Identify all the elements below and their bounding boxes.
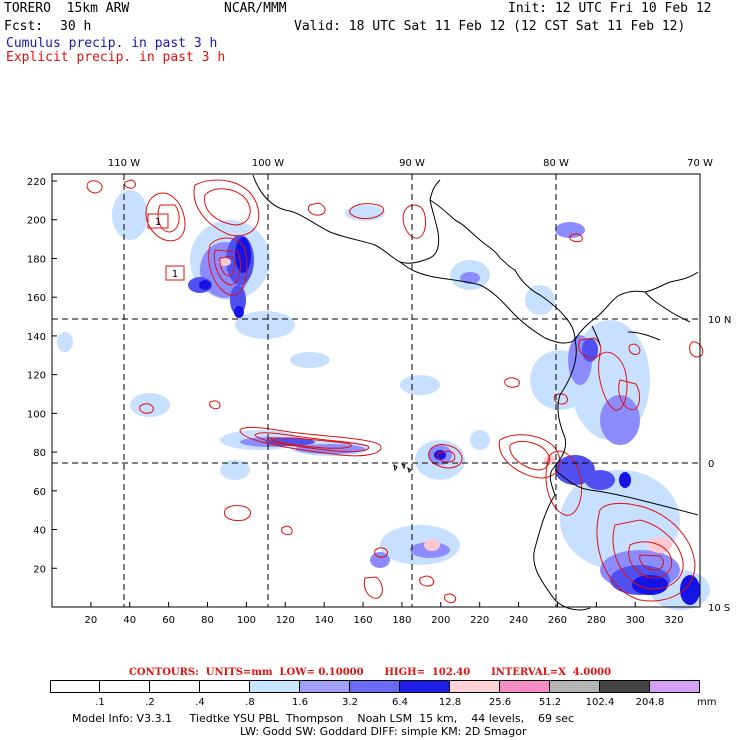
x-tick-label: 80 — [201, 615, 214, 626]
cumulus-precip-field — [57, 190, 710, 610]
colorbar-label: .1 — [95, 697, 105, 708]
model-info-line: Model Info: V3.3.1 Tiedtke YSU PBL Thomp… — [72, 712, 575, 725]
colorbar-label: 51.2 — [538, 697, 562, 708]
cumulus-precip-line: Cumulus precip. in past 3 h — [6, 36, 218, 51]
x-tick-label: 40 — [123, 615, 136, 626]
y-tick-label: 100 — [27, 409, 46, 420]
forecast-label: Fcst: — [4, 19, 44, 34]
lat-label: 10 N — [708, 315, 731, 326]
x-tick-label: 240 — [509, 615, 528, 626]
lon-label: 100 W — [252, 158, 284, 169]
x-tick-label: 140 — [315, 615, 334, 626]
colorbar-cell — [50, 680, 100, 693]
colorbar-cell — [550, 680, 600, 693]
x-tick-label: 280 — [587, 615, 606, 626]
x-tick-label: 180 — [392, 615, 411, 626]
colorbar-cell — [350, 680, 400, 693]
x-tick-label: 320 — [665, 615, 684, 626]
y-tick-label: 60 — [33, 487, 46, 498]
colorbar-cell — [100, 680, 150, 693]
explicit-precip-line: Explicit precip. in past 3 h — [6, 50, 226, 65]
colorbar-label: 6.4 — [392, 697, 408, 708]
x-tick-label: 100 — [237, 615, 256, 626]
x-tick-label: 60 — [162, 615, 175, 626]
map-frame — [51, 173, 701, 608]
colorbar-cell — [450, 680, 500, 693]
y-grid-ticks: 220 200 180 160 140 120 100 80 60 40 20 — [27, 177, 57, 575]
x-tick-label: 20 — [85, 615, 98, 626]
lon-label: 90 W — [399, 158, 425, 169]
lon-label: 110 W — [108, 158, 140, 169]
colorbar-label: 25.6 — [488, 697, 512, 708]
lon-label: 70 W — [687, 158, 713, 169]
colorbar-cell — [500, 680, 550, 693]
x-tick-label: 300 — [626, 615, 645, 626]
station-boxes — [147, 213, 185, 281]
colorbar-label: 3.2 — [342, 697, 358, 708]
physics-info-line: LW: Godd SW: Goddard DIFF: simple KM: 2D… — [240, 725, 527, 738]
colorbar-label: .4 — [195, 697, 205, 708]
colorbar-cell — [650, 680, 700, 693]
y-tick-label: 200 — [27, 216, 46, 227]
box-label-2: 1 — [172, 269, 178, 280]
contours-info: CONTOURS: UNITS=mm LOW= 0.10000 HIGH= 10… — [128, 667, 612, 678]
colorbar-cell — [250, 680, 300, 693]
colorbar-unit: mm — [697, 697, 717, 708]
colorbar-label: 12.8 — [438, 697, 462, 708]
colorbar-cell — [150, 680, 200, 693]
explicit-precip-contours — [86, 179, 704, 603]
y-tick-label: 220 — [27, 177, 46, 188]
valid-time: Valid: 18 UTC Sat 11 Feb 12 (12 CST Sat … — [294, 19, 686, 34]
x-tick-label: 160 — [353, 615, 372, 626]
colorbar-label: .2 — [145, 697, 155, 708]
x-tick-label: 220 — [470, 615, 489, 626]
y-tick-label: 140 — [27, 332, 46, 343]
lat-label: 0 — [708, 459, 714, 470]
init-time: Init: 12 UTC Fri 10 Feb 12 — [508, 1, 712, 16]
y-tick-label: 120 — [27, 371, 46, 382]
y-tick-label: 160 — [27, 293, 46, 304]
x-tick-label: 260 — [548, 615, 567, 626]
colorbar-label: 102.4 — [585, 697, 615, 708]
longitude-labels: 110 W 100 W 90 W 80 W 70 W — [108, 158, 713, 169]
colorbar-cell — [200, 680, 250, 693]
colorbar — [50, 680, 700, 693]
colorbar-label: .8 — [245, 697, 255, 708]
y-tick-label: 180 — [27, 254, 46, 265]
x-tick-label: 120 — [276, 615, 295, 626]
latitude-labels: 10 N 0 10 S — [708, 315, 731, 614]
colorbar-label: 204.8 — [635, 697, 665, 708]
lat-lon-grid — [52, 174, 700, 607]
y-tick-label: 40 — [33, 526, 46, 537]
y-tick-label: 80 — [33, 448, 46, 459]
x-tick-label: 200 — [431, 615, 450, 626]
model-title: TORERO 15km ARW — [4, 1, 130, 16]
lon-label: 80 W — [543, 158, 569, 169]
colorbar-cell — [400, 680, 450, 693]
x-grid-ticks: 20 40 60 80 100 120 140 160 180 200 220 240 260 280 30… — [85, 602, 684, 626]
org-label: NCAR/MMM — [224, 1, 287, 16]
forecast-hour: 30 h — [60, 19, 92, 34]
colorbar-cell — [600, 680, 650, 693]
colorbar-label: 1.6 — [292, 697, 308, 708]
lat-label: 10 S — [708, 603, 730, 614]
colorbar-cell — [300, 680, 350, 693]
y-tick-label: 20 — [33, 564, 46, 575]
box-label-1: 1 — [155, 217, 161, 228]
coastlines — [252, 174, 699, 611]
